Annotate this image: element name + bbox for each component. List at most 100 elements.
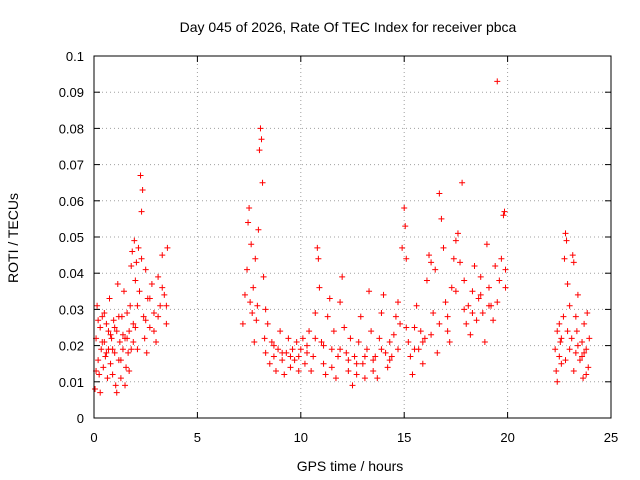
data-point [251, 338, 258, 345]
data-point [164, 244, 171, 251]
data-point [310, 353, 317, 360]
data-point [94, 302, 101, 309]
data-point [246, 205, 253, 212]
data-point [413, 302, 420, 309]
data-point [583, 371, 590, 378]
data-point [552, 346, 559, 353]
data-point [566, 346, 573, 353]
data-point [392, 313, 399, 320]
data-point [397, 320, 404, 327]
data-point [579, 338, 586, 345]
data-point [134, 346, 141, 353]
x-tick-label: 0 [90, 430, 97, 445]
data-point [436, 320, 443, 327]
data-point [257, 125, 264, 132]
data-point [268, 338, 275, 345]
data-point [295, 353, 302, 360]
data-point [490, 317, 497, 324]
data-point [285, 335, 292, 342]
y-tick-label: 0.05 [59, 230, 84, 245]
data-point [401, 205, 408, 212]
data-point [326, 295, 333, 302]
data-point [574, 342, 581, 349]
data-point [130, 338, 137, 345]
data-point [337, 299, 344, 306]
data-point [306, 328, 313, 335]
data-point [572, 349, 579, 356]
data-point [388, 353, 395, 360]
data-point [411, 346, 418, 353]
data-point [328, 346, 335, 353]
data-point [249, 310, 256, 317]
data-point [256, 147, 263, 154]
data-point [446, 338, 453, 345]
data-point [477, 273, 484, 280]
data-point [143, 349, 150, 356]
data-point [409, 371, 416, 378]
data-point [264, 320, 271, 327]
data-point [573, 328, 580, 335]
data-point [378, 310, 385, 317]
data-point [281, 371, 288, 378]
data-point [473, 317, 480, 324]
data-point [163, 302, 170, 309]
data-point [103, 320, 110, 327]
data-point [361, 375, 368, 382]
data-point [554, 328, 561, 335]
y-tick-label: 0.07 [59, 158, 84, 173]
data-point [353, 371, 360, 378]
data-point [382, 349, 389, 356]
y-tick-label: 0.03 [59, 302, 84, 317]
data-point [492, 262, 499, 269]
data-point [117, 357, 124, 364]
data-point [139, 186, 146, 193]
data-point [107, 331, 114, 338]
data-point [502, 284, 509, 291]
data-point [120, 288, 127, 295]
data-points [92, 78, 593, 396]
data-point [585, 364, 592, 371]
data-point [407, 353, 414, 360]
data-point [475, 295, 482, 302]
x-tick-label: 25 [604, 430, 618, 445]
data-point [339, 273, 346, 280]
data-point [163, 320, 170, 327]
data-point [128, 346, 135, 353]
data-point [556, 353, 563, 360]
ticks: 0 5 10 15 20 25 0 0.01 0.02 0.03 0.04 0.05 0.06 0.07 0… [59, 49, 619, 445]
data-point [124, 310, 131, 317]
data-point [297, 346, 304, 353]
data-point [376, 335, 383, 342]
data-point [119, 331, 126, 338]
data-point [114, 281, 121, 288]
data-point [129, 248, 136, 255]
data-point [266, 360, 273, 367]
data-point [254, 302, 261, 309]
data-point [138, 255, 145, 262]
data-point [312, 310, 319, 317]
data-point [498, 255, 505, 262]
data-point [258, 136, 265, 143]
data-point [584, 310, 591, 317]
data-point [370, 357, 377, 364]
y-tick-label: 0.09 [59, 85, 84, 100]
data-point [110, 317, 117, 324]
data-point [111, 349, 118, 356]
data-point [109, 346, 116, 353]
data-point [95, 317, 102, 324]
data-point [102, 353, 109, 360]
data-point [159, 252, 166, 259]
data-point [261, 335, 268, 342]
data-point [133, 259, 140, 266]
chart-title: Day 045 of 2026, Rate Of TEC Index for r… [180, 19, 517, 35]
data-point [109, 371, 116, 378]
data-point [576, 357, 583, 364]
data-point [553, 367, 560, 374]
data-point [262, 306, 269, 313]
data-point [384, 364, 391, 371]
data-point [304, 349, 311, 356]
data-point [320, 360, 327, 367]
data-point [452, 237, 459, 244]
data-point [426, 252, 433, 259]
data-point [569, 252, 576, 259]
